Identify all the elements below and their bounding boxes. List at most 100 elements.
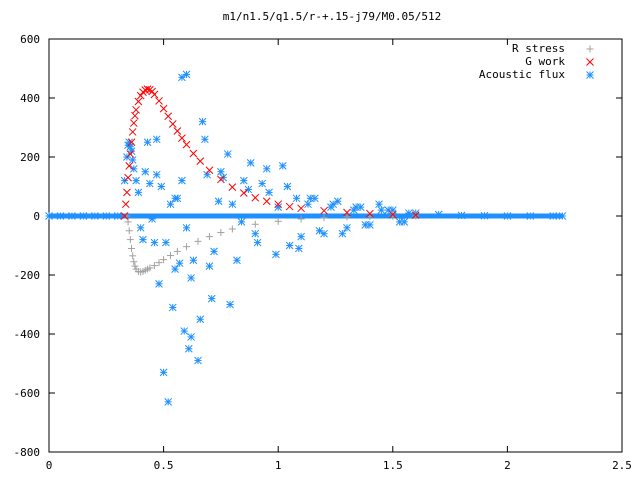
data-point — [285, 241, 294, 250]
data-point — [182, 223, 191, 232]
data-point — [175, 259, 184, 268]
data-point — [320, 214, 328, 222]
legend-marker-symbol — [586, 45, 594, 53]
data-point — [375, 200, 383, 209]
data-point — [187, 333, 195, 341]
data-point — [121, 200, 130, 209]
data-point — [136, 91, 145, 100]
data-point — [123, 188, 131, 197]
data-point — [155, 97, 163, 105]
data-point — [189, 149, 198, 158]
x-tick-label: 0 — [46, 459, 53, 472]
data-point — [217, 229, 225, 237]
data-point — [150, 262, 158, 270]
data-point — [124, 218, 132, 226]
data-point — [210, 247, 218, 256]
y-tick-label: -400 — [14, 328, 41, 341]
y-tick-label: -600 — [14, 387, 41, 400]
data-point — [128, 128, 137, 136]
data-point — [166, 252, 174, 260]
legend-label-acoustic-flux: Acoustic flux — [479, 68, 565, 81]
data-point — [146, 264, 154, 272]
data-point — [132, 105, 140, 114]
data-point — [251, 193, 260, 202]
series-acoustic-flux — [45, 70, 567, 406]
data-point — [187, 274, 195, 282]
x-tick-label: 2 — [504, 459, 511, 472]
data-point — [297, 232, 305, 241]
data-point — [262, 164, 271, 173]
data-point — [203, 170, 212, 179]
data-point — [183, 243, 191, 251]
data-point — [143, 85, 152, 94]
data-point — [198, 117, 207, 126]
data-point — [178, 73, 186, 82]
data-point — [294, 244, 303, 253]
y-tick-label: 600 — [20, 33, 40, 46]
data-point — [239, 189, 248, 197]
legend-marker-symbol — [586, 58, 594, 66]
data-point — [297, 215, 305, 223]
data-point — [251, 229, 260, 238]
data-point — [283, 182, 292, 191]
data-point — [173, 247, 181, 255]
data-point — [304, 200, 312, 209]
data-point — [411, 211, 420, 219]
chart-title: m1/n1.5/q1.5/r-+.15-j79/M0.05/512 — [223, 10, 442, 23]
data-point — [159, 368, 168, 377]
data-point — [178, 134, 186, 142]
x-tick-label: 1.5 — [383, 459, 403, 472]
plot-frame — [48, 38, 623, 453]
data-point — [338, 229, 347, 238]
data-point — [306, 194, 315, 203]
data-point — [159, 104, 168, 113]
data-point — [343, 208, 351, 217]
data-point — [173, 194, 182, 203]
data-point — [129, 164, 138, 173]
x-tick-label: 0.5 — [154, 459, 174, 472]
data-point — [196, 315, 205, 324]
data-point — [194, 356, 202, 365]
data-point — [155, 279, 163, 288]
legend-marker-r-stress — [586, 45, 594, 53]
data-point — [184, 344, 193, 353]
data-point — [274, 217, 282, 225]
data-point — [244, 185, 253, 194]
data-point — [132, 176, 140, 185]
data-point — [134, 188, 143, 197]
data-point — [129, 252, 137, 260]
data-point — [150, 238, 159, 247]
data-point — [178, 176, 186, 185]
data-point — [361, 220, 370, 229]
data-point — [141, 167, 150, 176]
data-point — [217, 175, 225, 184]
data-point — [217, 167, 225, 176]
data-point — [258, 179, 267, 188]
data-point — [182, 140, 191, 149]
data-point — [168, 303, 177, 312]
data-point — [205, 233, 213, 241]
data-point — [128, 156, 137, 164]
data-point — [352, 203, 360, 212]
data-point — [196, 157, 205, 165]
data-point — [164, 397, 173, 406]
legend: R stress G work Acoustic flux — [479, 42, 594, 81]
legend-marker-symbol — [586, 71, 594, 79]
data-point — [143, 138, 152, 147]
y-tick-label: 200 — [20, 151, 40, 164]
data-point — [131, 111, 139, 120]
data-point — [145, 179, 154, 188]
data-point — [246, 159, 255, 167]
data-point — [272, 250, 280, 259]
legend-marker-acoustic-flux — [586, 71, 594, 79]
data-point — [129, 119, 138, 127]
data-point — [157, 182, 166, 191]
data-point — [253, 238, 262, 247]
data-point — [251, 220, 259, 228]
data-point — [320, 206, 328, 215]
data-point — [124, 173, 132, 182]
data-point — [155, 259, 163, 267]
legend-label-r-stress: R stress — [512, 42, 565, 55]
data-point — [205, 262, 214, 271]
data-point — [150, 90, 159, 99]
